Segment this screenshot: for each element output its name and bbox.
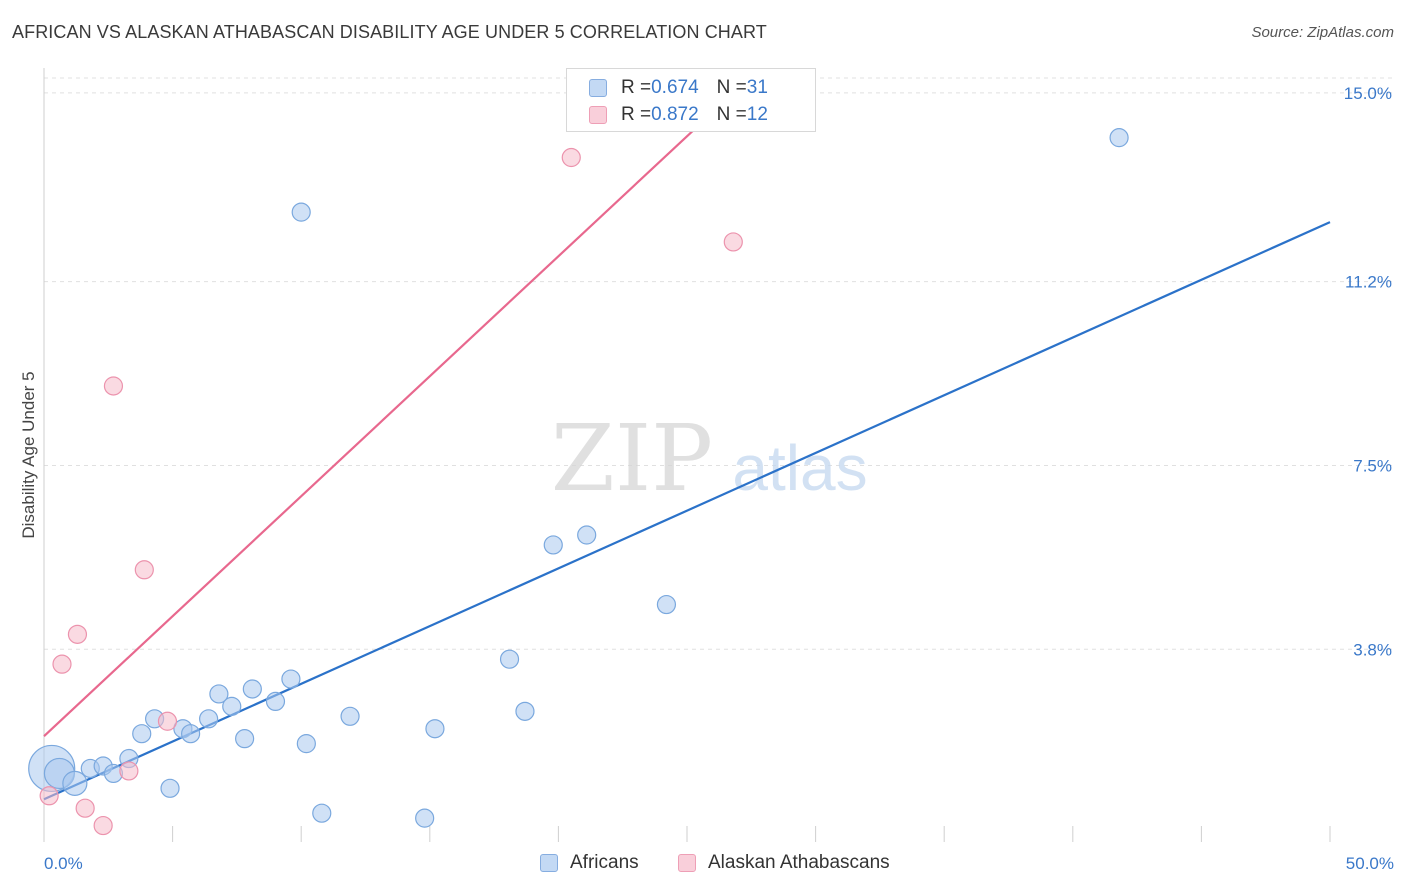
data-point-africans [62,770,88,796]
legend-r-value: 0.872 [651,104,699,125]
data-point-africans [181,724,201,744]
trendline-alaskan [43,97,729,737]
series-legend-label: Africans [570,852,639,873]
legend-n-value: 31 [746,77,768,98]
data-point-africans [1109,128,1129,148]
data-point-africans [199,709,219,729]
data-point-africans [291,202,311,222]
data-point-alaskan [93,815,113,836]
legend-n-label: N = [716,104,747,125]
legend-row-africans: R = 0.674 N = 31 [589,77,768,99]
data-point-africans [265,691,286,712]
data-point-africans [515,701,535,721]
y-tick-label: 3.8% [1353,640,1392,659]
watermark-zip: ZIP [551,405,713,512]
axes-layer: 3.8% 7.5% 11.2% 15.0% 0.0% 50.0% [43,68,1394,873]
trend-layer [43,97,1331,801]
data-point-alaskan [119,761,139,781]
data-point-africans [235,729,255,749]
series-legend-alaskan[interactable]: Alaskan Athabascans [678,852,890,874]
data-point-alaskan [723,232,743,252]
data-point-alaskan [75,798,95,818]
legend-swatch-blue [540,854,558,872]
y-tick-label: 15.0% [1344,84,1392,103]
legend-n-value: 12 [746,104,768,125]
data-point-africans [312,803,332,823]
grid-layer [44,77,1394,650]
data-point-africans [132,724,152,744]
series-legend-label: Alaskan Athabascans [708,852,890,873]
data-point-africans [499,649,520,669]
trendline-africans [43,221,1331,801]
x-tick-label: 50.0% [1346,854,1394,873]
y-axis-label: Disability Age Under 5 [19,371,38,538]
data-point-alaskan [39,786,59,806]
series-legend-africans[interactable]: Africans [540,852,639,874]
legend-row-alaskan: R = 0.872 N = 12 [589,104,768,126]
data-point-alaskan [134,560,154,580]
data-point-alaskan [52,654,72,674]
legend-r-label: R = [621,104,652,125]
data-point-africans [222,696,242,716]
legend-swatch-pink [678,854,696,872]
watermark-atlas: atlas [732,432,867,504]
data-point-africans [577,525,597,545]
data-point-africans [160,778,180,798]
x-tick-label: 0.0% [44,854,83,873]
chart-title: AFRICAN VS ALASKAN ATHABASCAN DISABILITY… [12,22,767,42]
data-point-africans [656,594,677,615]
data-point-africans [425,719,445,739]
legend-r-label: R = [621,77,652,98]
data-point-africans [543,535,563,555]
y-tick-label: 11.2% [1345,273,1392,292]
legend-swatch-blue [589,79,607,97]
data-point-alaskan [157,711,178,731]
source-label: Source: ZipAtlas.com [1251,24,1394,41]
data-point-africans [281,669,301,689]
data-point-alaskan [103,376,124,396]
legend-n-label: N = [716,77,747,98]
data-point-africans [209,684,229,704]
data-point-alaskan [67,624,88,644]
data-point-africans [242,679,262,699]
data-point-africans [415,808,435,828]
data-point-africans [340,706,360,726]
series-legend: Africans Alaskan Athabascans [0,852,1406,878]
legend-box: R = 0.674 N = 31 R = 0.872 N = 12 [566,68,816,132]
data-point-alaskan [561,147,581,168]
legend-r-value: 0.674 [651,77,699,98]
data-point-africans [296,734,316,754]
y-tick-label: 7.5% [1353,456,1392,475]
legend-swatch-pink [589,106,607,124]
